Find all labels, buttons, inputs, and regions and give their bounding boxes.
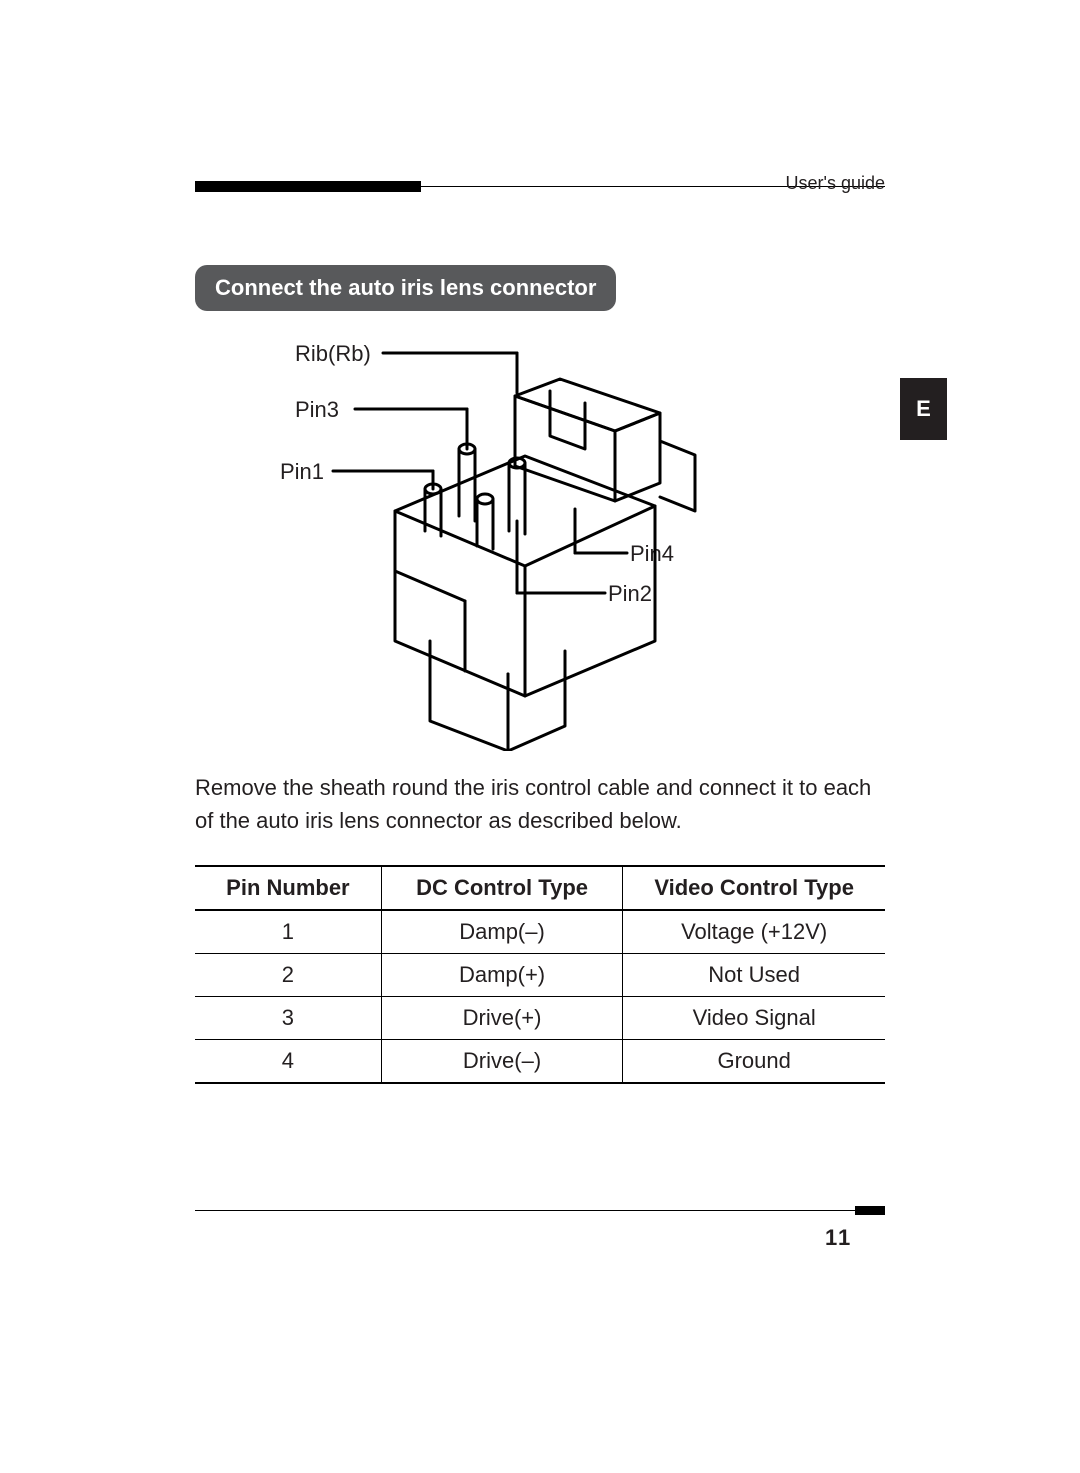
section-heading: Connect the auto iris lens connector [195,265,616,311]
cell: 3 [195,997,381,1040]
table-row: 1 Damp(–) Voltage (+12V) [195,910,885,954]
cell: Drive(+) [381,997,623,1040]
connector-diagram: Rib(Rb) Pin3 Pin1 Pin4 Pin2 [265,341,795,751]
cell: 2 [195,954,381,997]
col-pin-number: Pin Number [195,866,381,910]
cell: Damp(+) [381,954,623,997]
cell: Not Used [623,954,885,997]
page-content: User's guide Connect the auto iris lens … [195,175,885,1084]
connector-svg [265,341,795,751]
header-black-bar [195,181,421,192]
header-guide-label: User's guide [786,173,885,194]
cell: Video Signal [623,997,885,1040]
table-row: 2 Damp(+) Not Used [195,954,885,997]
cell: Voltage (+12V) [623,910,885,954]
side-tab: E [900,378,947,440]
footer-rule [195,1210,885,1211]
header-rule: User's guide [195,175,885,195]
pin-table: Pin Number DC Control Type Video Control… [195,865,885,1084]
cell: 4 [195,1040,381,1084]
col-video-control: Video Control Type [623,866,885,910]
table-row: 4 Drive(–) Ground [195,1040,885,1084]
col-dc-control: DC Control Type [381,866,623,910]
instruction-text: Remove the sheath round the iris control… [195,771,885,837]
cell: Ground [623,1040,885,1084]
table-header-row: Pin Number DC Control Type Video Control… [195,866,885,910]
cell: Drive(–) [381,1040,623,1084]
cell: 1 [195,910,381,954]
cell: Damp(–) [381,910,623,954]
table-row: 3 Drive(+) Video Signal [195,997,885,1040]
page-number: 11 [825,1225,852,1251]
